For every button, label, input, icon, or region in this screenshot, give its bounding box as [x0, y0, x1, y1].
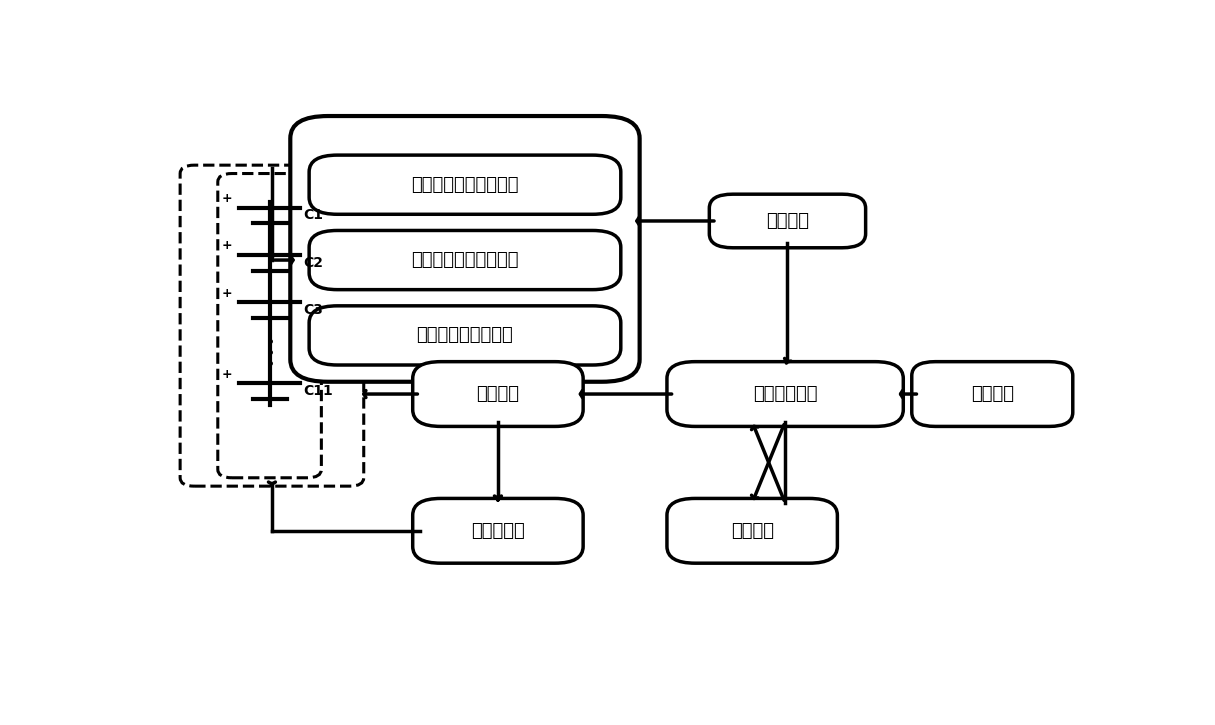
- FancyBboxPatch shape: [413, 498, 583, 563]
- FancyBboxPatch shape: [290, 116, 639, 382]
- FancyBboxPatch shape: [911, 362, 1073, 426]
- FancyBboxPatch shape: [309, 306, 621, 365]
- Text: C1: C1: [304, 208, 323, 223]
- Text: 充放电模块: 充放电模块: [471, 522, 525, 540]
- Text: 单体电池温度检测模块: 单体电池温度检测模块: [411, 175, 519, 194]
- Text: 通信模块: 通信模块: [730, 522, 774, 540]
- FancyBboxPatch shape: [180, 165, 363, 486]
- Text: C3: C3: [304, 303, 323, 318]
- Text: 供电模块: 供电模块: [971, 385, 1013, 403]
- FancyBboxPatch shape: [217, 173, 321, 478]
- Text: 单体电池电压检测模块: 单体电池电压检测模块: [411, 251, 519, 269]
- Text: 电池组控制器: 电池组控制器: [753, 385, 818, 403]
- Text: +: +: [222, 368, 232, 381]
- FancyBboxPatch shape: [413, 362, 583, 426]
- Text: 电池组电流检测模块: 电池组电流检测模块: [417, 326, 514, 344]
- Text: C11: C11: [304, 384, 333, 398]
- Text: 采样模块: 采样模块: [765, 212, 809, 230]
- FancyBboxPatch shape: [667, 362, 903, 426]
- FancyBboxPatch shape: [710, 194, 865, 248]
- Text: 切换模块: 切换模块: [476, 385, 520, 403]
- FancyBboxPatch shape: [309, 155, 621, 215]
- FancyBboxPatch shape: [667, 498, 837, 563]
- Text: +: +: [222, 286, 232, 299]
- Text: C2: C2: [304, 256, 323, 270]
- FancyBboxPatch shape: [309, 231, 621, 290]
- Text: +: +: [222, 239, 232, 252]
- Text: +: +: [222, 192, 232, 204]
